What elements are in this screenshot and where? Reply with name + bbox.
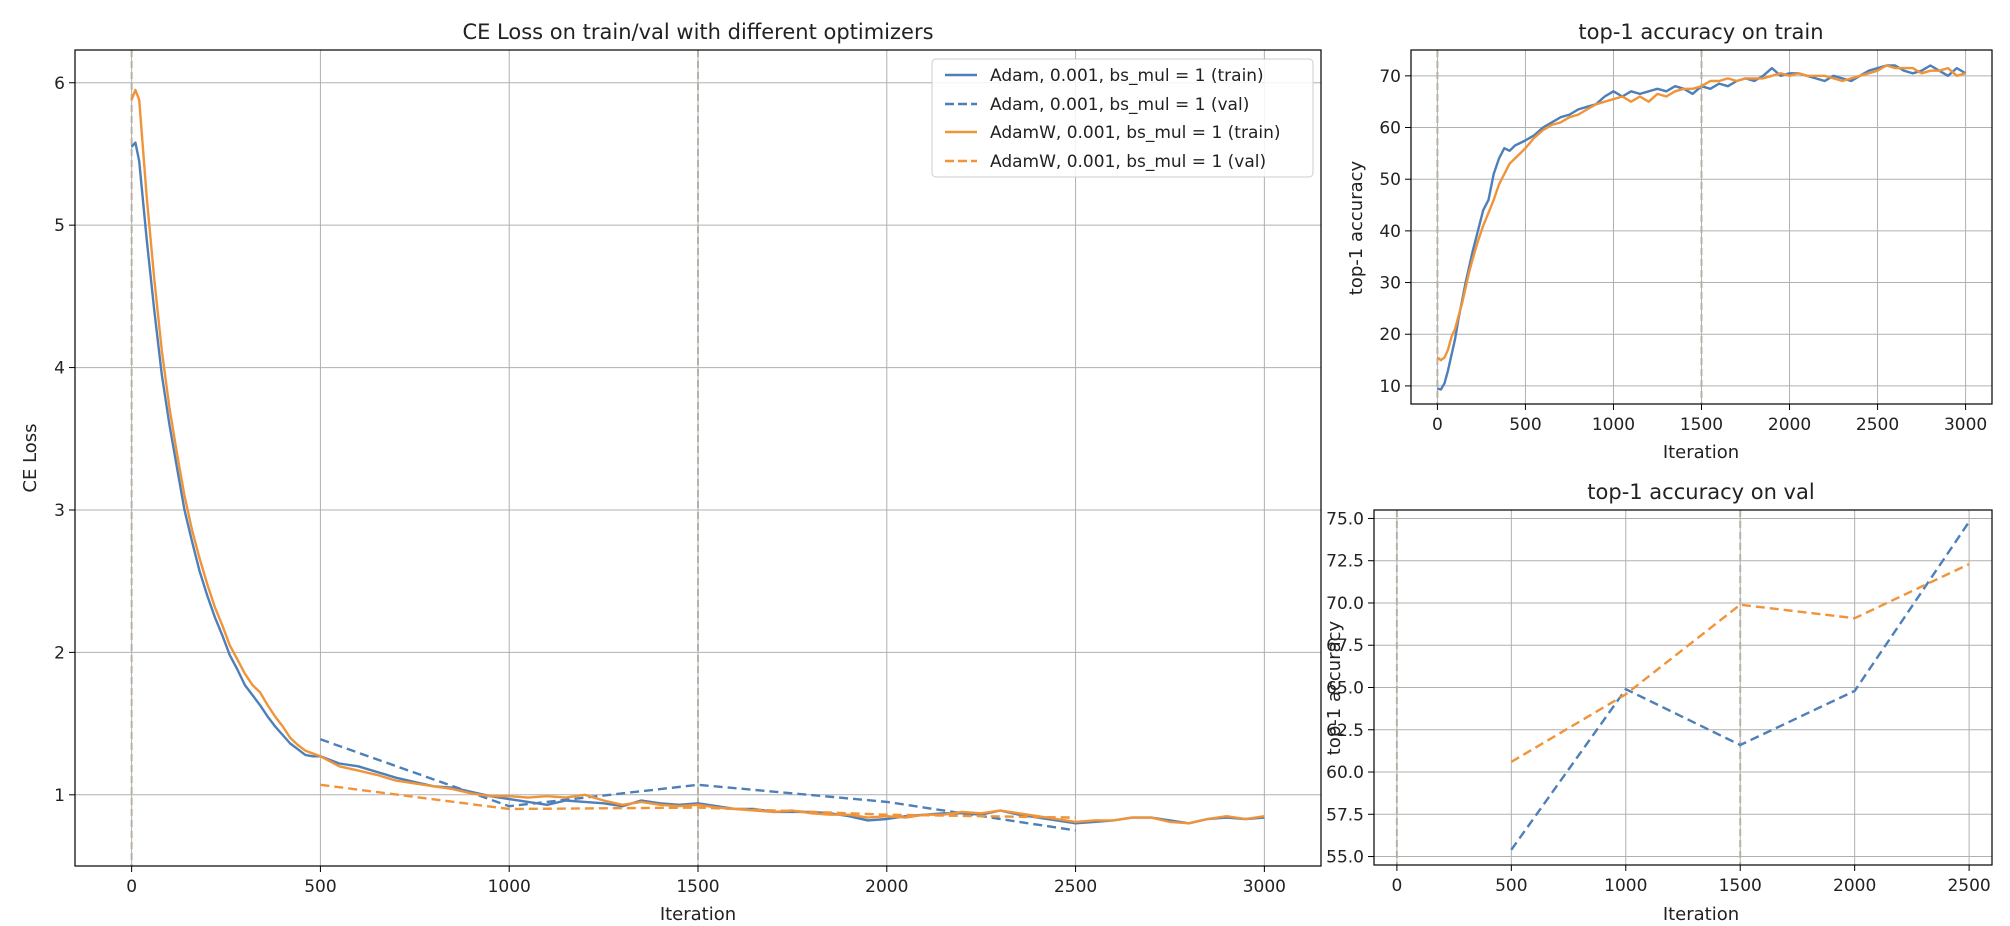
train-xtick-label: 0 bbox=[1432, 415, 1443, 435]
train-series-adamw-train bbox=[1436, 64, 1966, 362]
loss-xtick-label: 0 bbox=[126, 877, 137, 897]
loss-xtick-label: 1500 bbox=[676, 877, 719, 897]
val-series bbox=[1510, 521, 1971, 851]
val-ylabel: top-1 accuracy bbox=[1324, 620, 1345, 755]
loss-title: CE Loss on train/val with different opti… bbox=[462, 20, 933, 44]
loss-chart: 0 500 1000 1500 2000 2500 3000 1 2 3 4 5 6 CE Loss … bbox=[20, 20, 1322, 925]
val-title: top-1 accuracy on val bbox=[1587, 480, 1814, 504]
legend-label-adamw-train: AdamW, 0.001, bs_mul = 1 (train) bbox=[990, 123, 1281, 143]
legend: Adam, 0.001, bs_mul = 1 (train) Adam, 0.… bbox=[931, 58, 1314, 178]
train-y-ticks: 10 20 30 40 50 60 70 bbox=[1379, 67, 1411, 397]
train-series bbox=[1436, 64, 1967, 391]
train-xtick-label: 500 bbox=[1509, 415, 1541, 435]
loss-xtick-label: 1000 bbox=[488, 877, 531, 897]
loss-series-adamw-train bbox=[130, 88, 1265, 825]
val-y-ticks: 55.0 57.5 60.0 62.5 65.0 67.5 70.0 72.5 75.0 bbox=[1326, 509, 1374, 868]
train-xtick-label: 3000 bbox=[1944, 415, 1987, 435]
val-x-ticks: 0 500 1000 1500 2000 2500 bbox=[1391, 865, 1991, 896]
train-ytick-label: 50 bbox=[1379, 170, 1401, 190]
train-xtick-label: 2000 bbox=[1768, 415, 1811, 435]
val-ytick-label: 60.0 bbox=[1326, 763, 1364, 783]
loss-xtick-label: 2000 bbox=[865, 877, 908, 897]
loss-series bbox=[130, 88, 1265, 832]
legend-label-adam-val: Adam, 0.001, bs_mul = 1 (val) bbox=[990, 95, 1249, 115]
train-ytick-label: 40 bbox=[1379, 222, 1401, 242]
loss-y-ticks: 1 2 3 4 5 6 bbox=[54, 74, 75, 806]
train-ytick-label: 30 bbox=[1379, 274, 1401, 294]
loss-ytick-label: 4 bbox=[54, 359, 65, 379]
val-series-adam-val bbox=[1510, 521, 1971, 851]
train-xtick-label: 1500 bbox=[1680, 415, 1723, 435]
train-xtick-label: 1000 bbox=[1592, 415, 1635, 435]
loss-series-adamw-val bbox=[320, 783, 1076, 819]
val-ytick-label: 57.5 bbox=[1326, 805, 1364, 825]
train-xlabel: Iteration bbox=[1663, 442, 1739, 463]
val-ytick-label: 72.5 bbox=[1326, 552, 1364, 572]
val-xtick-label: 1000 bbox=[1604, 876, 1647, 896]
val-xtick-label: 500 bbox=[1495, 876, 1527, 896]
val-grid bbox=[1374, 510, 1992, 865]
loss-ytick-label: 1 bbox=[54, 786, 65, 806]
train-vlines bbox=[1436, 50, 1703, 404]
loss-ytick-label: 5 bbox=[54, 216, 65, 236]
loss-ytick-label: 6 bbox=[54, 74, 65, 94]
train-ytick-label: 60 bbox=[1379, 119, 1401, 139]
val-ytick-label: 65.0 bbox=[1326, 679, 1364, 699]
legend-label-adam-train: Adam, 0.001, bs_mul = 1 (train) bbox=[990, 66, 1264, 86]
loss-ylabel: CE Loss bbox=[20, 423, 41, 492]
loss-ytick-label: 3 bbox=[54, 501, 65, 521]
val-vlines bbox=[1395, 510, 1742, 865]
train-ytick-label: 10 bbox=[1379, 377, 1401, 397]
train-accuracy-chart: 0 500 1000 1500 2000 2500 3000 10203040506070 … bbox=[1346, 20, 1993, 463]
train-xtick-label: 2500 bbox=[1856, 415, 1899, 435]
loss-ytick-label: 2 bbox=[54, 643, 65, 663]
train-x-ticks: 0 500 1000 1500 2000 2500 3000 bbox=[1432, 404, 1987, 435]
train-ytick-label: 70 bbox=[1379, 67, 1401, 87]
loss-xtick-label: 3000 bbox=[1243, 877, 1286, 897]
val-ytick-label: 70.0 bbox=[1326, 594, 1364, 614]
loss-x-ticks: 0 500 1000 1500 2000 2500 3000 bbox=[126, 866, 1286, 897]
val-ytick-label: 62.5 bbox=[1326, 721, 1364, 741]
loss-xtick-label: 2500 bbox=[1054, 877, 1097, 897]
val-xtick-label: 1500 bbox=[1719, 876, 1762, 896]
train-ytick-label: 20 bbox=[1379, 325, 1401, 345]
loss-series-adam-val bbox=[319, 738, 1076, 832]
val-ytick-label: 67.5 bbox=[1326, 636, 1364, 656]
val-accuracy-chart: 0 500 1000 1500 2000 2500 55.0 57.5 60.0 62.5 65.… bbox=[1324, 480, 1993, 925]
val-ytick-label: 55.0 bbox=[1326, 848, 1364, 868]
val-xtick-label: 2500 bbox=[1947, 876, 1990, 896]
val-xlabel: Iteration bbox=[1663, 904, 1739, 925]
train-ylabel: top-1 accuracy bbox=[1346, 160, 1367, 295]
val-xtick-label: 2000 bbox=[1833, 876, 1876, 896]
loss-vlines bbox=[130, 50, 699, 866]
loss-xlabel: Iteration bbox=[660, 904, 736, 925]
loss-xtick-label: 500 bbox=[304, 877, 336, 897]
val-ytick-label: 75.0 bbox=[1326, 509, 1364, 529]
legend-label-adamw-val: AdamW, 0.001, bs_mul = 1 (val) bbox=[990, 152, 1266, 172]
legend-box bbox=[931, 58, 1314, 178]
train-title: top-1 accuracy on train bbox=[1578, 20, 1823, 44]
val-series-adamw-val bbox=[1510, 563, 1970, 763]
val-xtick-label: 0 bbox=[1391, 876, 1402, 896]
